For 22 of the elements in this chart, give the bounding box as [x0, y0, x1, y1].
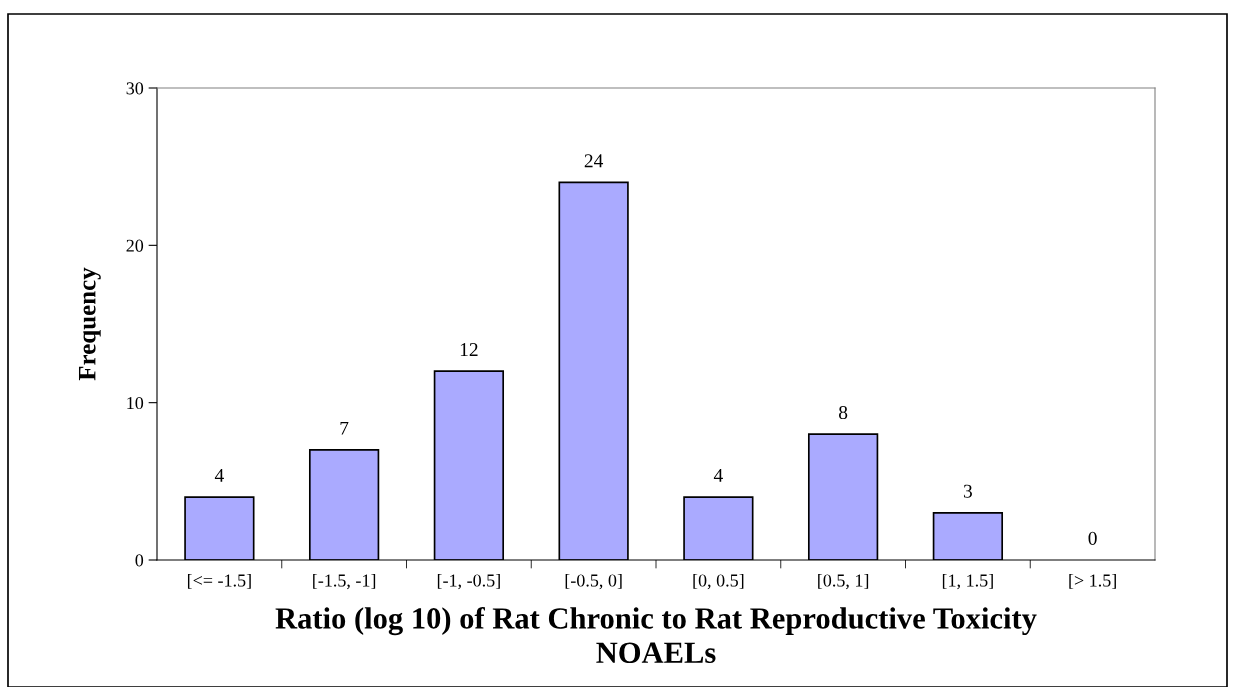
data-label: 12	[460, 343, 478, 356]
x-tick-label: [-1.5, -1]	[313, 573, 376, 590]
y-tick-label: 10	[127, 396, 144, 410]
data-label: 4	[214, 469, 224, 482]
x-tick-label: [<= -1.5]	[187, 573, 251, 589]
y-tick-label: 0	[135, 554, 144, 567]
y-tick-label: 20	[126, 239, 144, 252]
x-tick-label: [> 1.5]	[1069, 573, 1116, 589]
y-axis-title: Frequency	[78, 267, 101, 381]
data-label: 4	[713, 469, 723, 482]
y-tick-label: 30	[126, 82, 144, 95]
data-label: 3	[963, 484, 972, 498]
x-tick-label: [-0.5, 0]	[565, 573, 622, 590]
x-tick-label: [-1, -0.5]	[437, 573, 500, 590]
data-label: 7	[340, 421, 349, 435]
x-tick-label: [1, 1.5]	[942, 573, 993, 590]
x-axis-title: Ratio (log 10) of Rat Chronic to Rat Reproductive Toxicity NOAELs	[275, 606, 1037, 664]
data-label: 0	[1088, 531, 1097, 545]
data-label: 8	[839, 405, 848, 420]
x-tick-label: [0.5, 1]	[818, 573, 869, 590]
data-label: 24	[584, 154, 604, 168]
x-tick-label: [0, 0.5]	[693, 573, 744, 590]
